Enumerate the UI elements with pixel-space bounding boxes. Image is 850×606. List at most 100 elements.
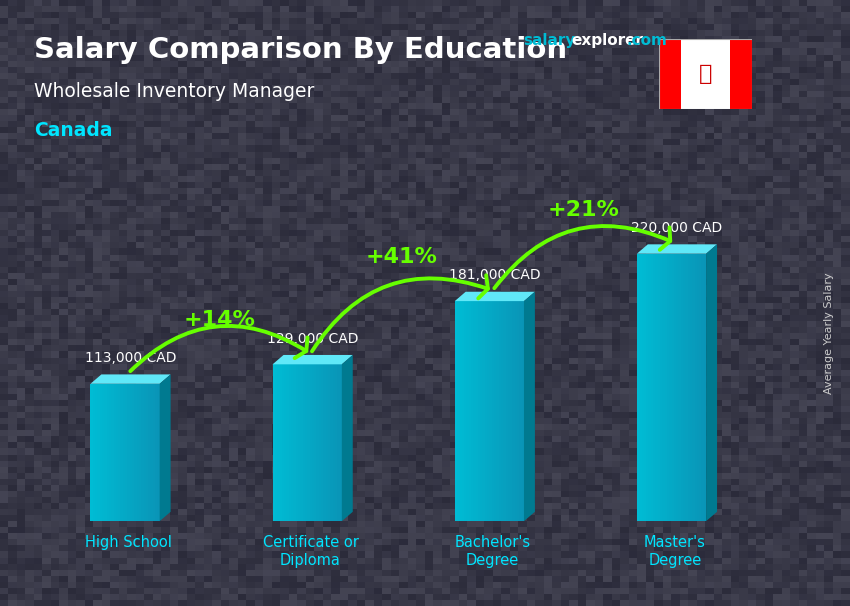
Text: 129,000 CAD: 129,000 CAD [267,331,359,345]
Bar [93,384,95,521]
Bar [468,301,471,521]
Bar [681,39,730,109]
Bar [683,254,686,521]
Bar [473,301,476,521]
Bar [515,301,518,521]
Bar [655,254,658,521]
Bar [491,301,495,521]
Bar [309,364,312,521]
Bar [314,364,317,521]
Text: explorer: explorer [571,33,643,48]
Bar [685,254,688,521]
Text: .com: .com [626,33,667,48]
Bar [275,364,278,521]
Bar [99,384,102,521]
Bar [144,384,146,521]
Bar [681,254,683,521]
Bar [457,301,460,521]
Bar [328,364,331,521]
Text: Average Yearly Salary: Average Yearly Salary [824,273,834,394]
Bar [298,364,301,521]
Text: 220,000 CAD: 220,000 CAD [632,221,722,235]
Bar [282,364,285,521]
Polygon shape [90,375,171,384]
Bar [637,254,639,521]
Text: Wholesale Inventory Manager: Wholesale Inventory Manager [34,82,314,101]
Bar [658,254,660,521]
Bar [289,364,292,521]
Bar [90,384,94,521]
Polygon shape [342,355,353,521]
Bar [106,384,110,521]
Text: 113,000 CAD: 113,000 CAD [85,351,176,365]
Bar [128,384,130,521]
Bar [672,254,674,521]
Polygon shape [273,355,353,364]
Bar [659,39,681,109]
Polygon shape [706,244,717,521]
Text: Certificate or
Diploma: Certificate or Diploma [263,534,359,568]
Bar [293,364,296,521]
Bar [690,254,693,521]
Bar [321,364,324,521]
Bar [501,301,503,521]
Bar [692,254,695,521]
Bar [510,301,513,521]
Bar [730,39,752,109]
Bar [499,301,502,521]
Bar [643,254,647,521]
Bar [326,364,328,521]
Text: High School: High School [85,534,172,550]
Bar [157,384,160,521]
Bar [688,254,690,521]
Bar [522,301,524,521]
Bar [662,254,665,521]
Bar [102,384,105,521]
Text: +14%: +14% [184,310,255,330]
Bar [132,384,134,521]
Bar [669,254,672,521]
Bar [667,254,670,521]
Text: 181,000 CAD: 181,000 CAD [449,268,541,282]
Text: 🍁: 🍁 [699,64,712,84]
Text: Canada: Canada [34,121,112,140]
Bar [109,384,111,521]
Bar [642,254,644,521]
Bar [517,301,519,521]
Bar [323,364,326,521]
Bar [639,254,642,521]
Bar [519,301,522,521]
Bar [478,301,480,521]
Bar [284,364,286,521]
Bar [513,301,515,521]
Bar [651,254,654,521]
Bar [307,364,310,521]
Bar [678,254,681,521]
Bar [277,364,280,521]
Bar [296,364,298,521]
Bar [660,254,663,521]
Bar [471,301,473,521]
Bar [484,301,487,521]
Bar [339,364,343,521]
Bar [300,364,303,521]
Bar [704,254,706,521]
Text: Salary Comparison By Education: Salary Comparison By Education [34,36,567,64]
Bar [319,364,321,521]
Text: Bachelor's
Degree: Bachelor's Degree [455,534,530,568]
Bar [125,384,127,521]
Text: Master's
Degree: Master's Degree [643,534,706,568]
Bar [335,364,337,521]
Bar [496,301,499,521]
Bar [114,384,116,521]
Bar [118,384,121,521]
Bar [459,301,462,521]
Bar [111,384,114,521]
Text: salary: salary [523,33,575,48]
Bar [337,364,340,521]
Bar [674,254,677,521]
Bar [316,364,319,521]
Bar [116,384,118,521]
Bar [467,301,469,521]
Bar [646,254,649,521]
